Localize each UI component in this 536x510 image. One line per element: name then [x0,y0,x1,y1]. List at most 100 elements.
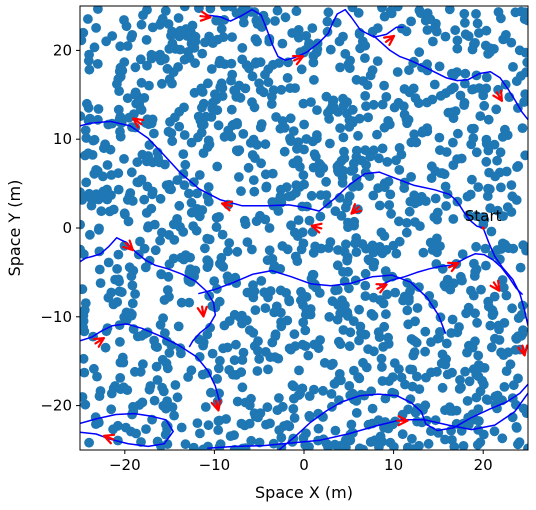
obstacle-point [474,28,484,38]
obstacle-point [444,6,455,15]
obstacle-point [300,325,311,336]
obstacle-point [338,132,349,143]
obstacle-point [276,84,287,95]
obstacle-point [310,241,321,252]
obstacle-point [379,80,389,91]
obstacle-point [409,190,420,201]
obstacle-point [124,262,135,273]
obstacle-point [282,244,293,255]
obstacle-point [312,44,323,55]
obstacle-point [93,417,104,428]
obstacle-point [153,153,164,164]
obstacle-point [80,125,91,136]
obstacle-point [470,308,480,319]
obstacle-point [344,381,355,391]
obstacle-point [243,162,254,173]
obstacle-point [348,164,359,175]
obstacle-point [248,175,259,186]
path-line-3 [80,237,217,348]
obstacle-point [460,366,470,377]
path-line-9 [378,253,524,296]
path-line-4 [80,323,221,403]
obstacle-point [408,350,419,361]
obstacle-point [407,433,417,444]
obstacle-point [411,337,422,348]
obstacle-point [492,155,502,166]
obstacle-point [306,97,316,107]
obstacle-point [80,219,85,230]
obstacle-point [399,183,410,194]
obstacle-point [83,102,94,113]
obstacle-point [197,48,208,59]
obstacle-point [446,328,457,338]
obstacle-point [202,255,213,266]
obstacle-point [224,316,235,326]
obstacle-point [323,7,334,18]
obstacle-point [253,412,263,423]
obstacle-point [272,405,283,416]
obstacle-point [226,58,237,69]
obstacle-point [384,376,394,386]
obstacle-point [248,292,259,303]
obstacle-point [304,412,315,423]
obstacle-point [360,53,370,63]
obstacle-point [312,130,322,140]
obstacle-point [188,221,199,232]
obstacle-point [88,135,99,146]
obstacle-point [309,75,319,85]
obstacle-point [411,137,422,148]
direction-arrow [196,305,208,318]
obstacle-point [242,237,253,248]
obstacle-point [151,361,162,372]
obstacle-point [95,278,106,288]
obstacle-point [101,36,112,47]
obstacle-point [391,248,402,259]
obstacle-point [89,363,99,374]
obstacle-point [94,223,104,234]
obstacle-point [143,222,153,233]
obstacle-point [119,208,130,219]
obstacle-point [115,337,125,347]
obstacle-point [248,134,259,145]
obstacle-point [434,61,445,72]
obstacle-point [496,182,506,193]
obstacle-point [80,284,88,295]
obstacle-point [461,308,471,319]
obstacle-point [208,38,218,48]
obstacle-point [519,97,528,107]
obstacle-point [465,189,476,200]
obstacle-point [224,238,235,248]
obstacle-point [340,300,350,311]
obstacle-point [216,23,227,34]
obstacle-point [342,197,353,208]
obstacle-point [213,425,224,435]
obstacle-point [301,31,312,41]
obstacle-point [298,317,309,328]
obstacle-point [194,334,204,345]
obstacle-point [338,165,349,176]
obstacle-point [385,6,396,17]
obstacle-point [350,238,360,249]
obstacle-point [486,226,497,237]
obstacle-point [122,194,133,205]
obstacle-point [449,70,459,81]
obstacle-point [293,32,304,43]
obstacle-point [435,327,445,337]
obstacle-point [229,355,240,366]
obstacle-point [432,207,443,218]
obstacle-point [468,133,479,144]
obstacle-point [80,195,88,205]
obstacle-point [432,214,442,225]
obstacle-point [401,227,412,238]
obstacle-point [353,7,364,18]
obstacle-point [377,143,388,154]
obstacle-point [401,26,412,37]
direction-arrow [102,433,116,445]
obstacle-point [157,14,168,25]
obstacle-point [520,89,528,99]
obstacle-point [425,14,436,25]
obstacle-point [130,366,140,377]
obstacle-point [404,87,415,98]
obstacle-point [381,92,392,102]
obstacle-point [333,375,344,386]
